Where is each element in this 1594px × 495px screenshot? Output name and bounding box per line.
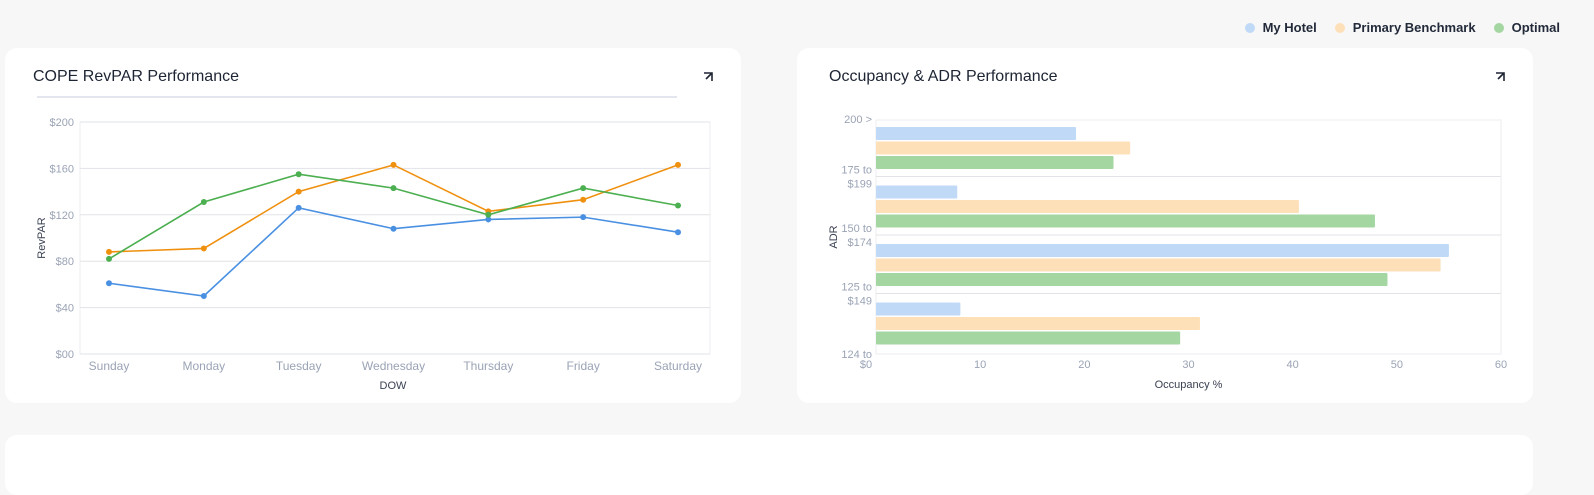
bar <box>876 273 1388 286</box>
data-point <box>390 225 397 232</box>
data-point <box>200 293 207 299</box>
data-point <box>106 248 112 255</box>
data-point <box>675 229 681 236</box>
legend-item[interactable]: Optimal <box>1493 20 1560 35</box>
data-point <box>390 161 397 168</box>
y-tick-label: $40 <box>56 303 74 315</box>
legend-item[interactable]: Primary Benchmark <box>1334 20 1476 35</box>
legend-swatch <box>1244 22 1255 33</box>
x-tick-label: 40 <box>1287 359 1299 371</box>
legend-label: Primary Benchmark <box>1352 20 1476 35</box>
bottom-card <box>5 435 1533 495</box>
data-point <box>295 204 302 211</box>
x-tick-label: 20 <box>1078 359 1090 371</box>
data-point <box>485 216 492 223</box>
x-axis-label: DOW <box>380 380 408 392</box>
x-tick-label: 60 <box>1495 359 1507 371</box>
bar <box>876 214 1375 228</box>
data-point <box>200 245 207 252</box>
y-tick-label: $160 <box>50 163 74 175</box>
expand-icon[interactable] <box>1491 70 1507 86</box>
x-tick-label: 30 <box>1182 359 1194 371</box>
chart-legend: My Hotel Primary Benchmark Optimal <box>1244 20 1560 35</box>
bar <box>876 317 1200 330</box>
occupancy-adr-bar-chart: $0 10 20 30 40 50 60 Occupancy % ADR 200 > 175 to $… <box>828 114 1507 391</box>
bar <box>876 258 1441 272</box>
data-point <box>200 199 207 206</box>
x-tick-label: $0 <box>860 359 872 371</box>
x-tick-label: 50 <box>1391 359 1403 371</box>
y-tick-label: $199 <box>848 179 872 191</box>
plot-area <box>875 119 1502 355</box>
x-axis-label: Occupancy % <box>1155 379 1223 391</box>
y-tick-label: 125 to <box>841 282 872 294</box>
revpar-card: COPE RevPAR Performance $00 $40 $80 $120 $16… <box>5 48 741 403</box>
data-point <box>580 185 587 192</box>
y-tick-label: $174 <box>848 237 872 249</box>
x-tick-label: Thursday <box>463 359 513 373</box>
y-tick-label: 175 to <box>841 165 872 177</box>
legend-label: Optimal <box>1511 20 1560 35</box>
x-tick-label: Friday <box>566 359 599 373</box>
y-tick-label: 150 to <box>841 223 872 235</box>
bar <box>876 302 961 316</box>
y-tick-label: $149 <box>848 296 872 308</box>
y-tick-label: $120 <box>50 210 74 222</box>
bar <box>876 185 958 199</box>
y-axis-label: ADR <box>828 225 840 248</box>
x-tick-label: 10 <box>974 359 986 371</box>
data-point <box>106 280 112 287</box>
bar <box>876 127 1076 140</box>
data-point <box>675 161 681 168</box>
legend-item[interactable]: My Hotel <box>1244 20 1317 35</box>
legend-swatch <box>1334 22 1345 33</box>
data-point <box>485 211 492 218</box>
data-point <box>675 202 681 209</box>
x-tick-label: Monday <box>182 359 225 373</box>
data-point <box>580 214 587 221</box>
y-tick-label: $00 <box>56 349 74 361</box>
occupancy-adr-card-title: Occupancy & ADR Performance <box>829 68 1058 85</box>
bar <box>876 331 1181 345</box>
bar <box>876 156 1114 169</box>
title-underline <box>37 96 677 98</box>
series-line <box>108 206 679 297</box>
data-point <box>106 255 112 262</box>
y-tick-label: $80 <box>56 256 74 268</box>
revpar-line-chart: $00 $40 $80 $120 $160 $200 Sunday Monday Tuesday… <box>36 117 711 392</box>
legend-label: My Hotel <box>1262 20 1317 35</box>
bar <box>876 200 1299 213</box>
y-axis-label: RevPAR <box>36 217 48 258</box>
data-point <box>390 185 397 192</box>
data-point <box>580 196 587 203</box>
y-tick-label: 200 > <box>844 114 872 126</box>
y-tick-label: $200 <box>50 117 74 129</box>
expand-icon[interactable] <box>699 70 715 86</box>
x-tick-label: Tuesday <box>276 359 322 373</box>
x-tick-label: Sunday <box>89 359 130 373</box>
y-tick-label: 124 to <box>841 349 872 361</box>
bar <box>876 141 1131 155</box>
data-point <box>295 188 302 195</box>
data-point <box>295 171 302 178</box>
legend-swatch <box>1493 22 1504 33</box>
occupancy-adr-card: Occupancy & ADR Performance $0 10 20 30 40 50… <box>797 48 1533 403</box>
bar <box>876 244 1449 257</box>
x-tick-label: Wednesday <box>362 359 425 373</box>
revpar-card-title: COPE RevPAR Performance <box>33 68 239 85</box>
x-tick-label: Saturday <box>654 359 702 373</box>
plot-area <box>79 121 711 355</box>
